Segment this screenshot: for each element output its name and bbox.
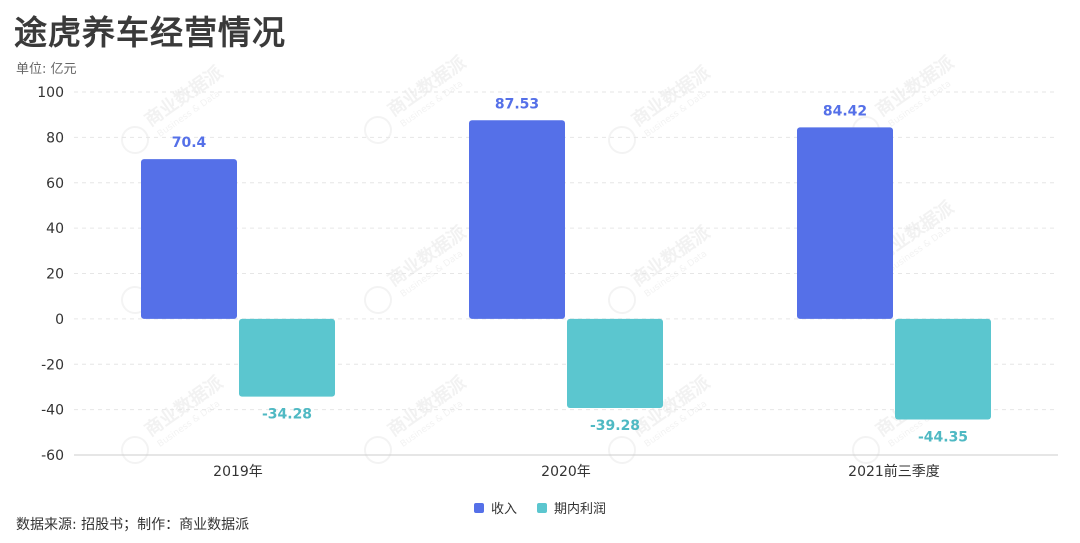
legend: 收入 期内利润 <box>0 498 1080 517</box>
x-tick-label: 2019年 <box>213 464 263 480</box>
legend-label-profit: 期内利润 <box>554 502 607 517</box>
y-tick-label: 80 <box>46 130 64 146</box>
x-tick-label: 2020年 <box>541 464 591 480</box>
x-axis-ticks: 2019年 2020年 2021前三季度 <box>213 463 940 480</box>
data-label: 70.4 <box>172 135 207 151</box>
x-tick-label: 2021前三季度 <box>848 463 940 480</box>
legend-swatch-revenue <box>473 502 484 513</box>
y-tick-label: -60 <box>41 448 64 464</box>
y-tick-label: 0 <box>55 312 64 328</box>
watermark-logo-icon <box>364 286 392 314</box>
y-tick-label: 60 <box>46 176 64 192</box>
legend-label-revenue: 收入 <box>490 502 517 517</box>
bar-revenue <box>797 127 893 319</box>
watermark-logo-icon <box>608 436 636 464</box>
y-tick-label: -40 <box>41 403 64 419</box>
watermark-logo-icon <box>608 286 636 314</box>
watermark-logo-icon <box>364 436 392 464</box>
data-label: -34.28 <box>262 407 312 423</box>
bar-profit <box>895 318 991 420</box>
data-label: -44.35 <box>918 429 968 445</box>
bars <box>141 120 991 420</box>
unit-label: 单位: 亿元 <box>16 62 77 77</box>
page-title: 途虎养车经营情况 <box>14 13 286 52</box>
data-labels: 70.4 -34.28 87.53 -39.28 84.42 -44.35 <box>172 96 968 445</box>
watermark-logo-icon <box>121 436 149 464</box>
watermark-logo-icon <box>852 436 880 464</box>
gridlines <box>74 91 1058 456</box>
data-source-note: 数据来源: 招股书；制作：商业数据派 <box>16 517 250 533</box>
bar-revenue <box>469 120 565 319</box>
legend-item-revenue[interactable]: 收入 <box>473 498 517 517</box>
watermark-logo-icon <box>364 116 392 144</box>
data-label: 87.53 <box>495 96 539 112</box>
watermark-logo-icon <box>121 126 149 154</box>
y-tick-label: 100 <box>37 85 64 101</box>
watermark-logo-icon <box>608 126 636 154</box>
legend-item-profit[interactable]: 期内利润 <box>537 498 606 517</box>
data-label: 84.42 <box>823 103 867 119</box>
legend-swatch-profit <box>537 502 547 513</box>
bar-profit <box>239 318 335 397</box>
bar-profit <box>567 318 663 408</box>
data-label: -39.28 <box>590 418 640 434</box>
y-tick-label: 40 <box>46 221 64 237</box>
y-tick-label: 20 <box>46 267 64 283</box>
bar-revenue <box>141 159 237 319</box>
y-tick-label: -20 <box>41 357 64 373</box>
y-axis-ticks: 100 80 60 40 20 0 -20 -40 -60 <box>37 85 64 464</box>
